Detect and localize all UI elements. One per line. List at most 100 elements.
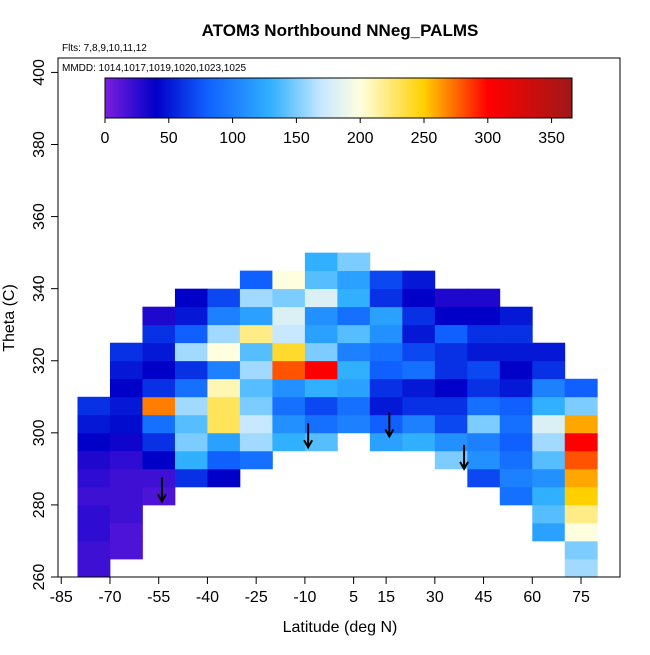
chart-title: ATOM3 Northbound NNeg_PALMS (202, 21, 479, 40)
heatmap-cell (142, 324, 176, 344)
heatmap-cell (434, 432, 468, 452)
heatmap-cell (532, 396, 566, 416)
x-tick-label: 5 (349, 589, 358, 606)
heatmap-cell (174, 450, 208, 470)
heatmap-cell (77, 432, 111, 452)
heatmap-cell (402, 360, 436, 380)
x-axis-label: Latitude (deg N) (283, 619, 398, 636)
heatmap-cell (239, 342, 273, 362)
heatmap-cell (239, 432, 273, 452)
heatmap-cell (272, 288, 306, 308)
heatmap-cell (369, 378, 403, 398)
heatmap-cell (239, 378, 273, 398)
heatmap-cell (337, 396, 371, 416)
x-tick-label: 30 (426, 589, 444, 606)
heatmap-cell (564, 504, 598, 524)
heatmap-cell (304, 342, 338, 362)
heatmap-cell (532, 468, 566, 488)
heatmap-cell (109, 414, 143, 434)
heatmap-cell (272, 432, 306, 452)
heatmap-cell (337, 414, 371, 434)
heatmap-cell (304, 378, 338, 398)
colorbar-tick-label: 50 (160, 130, 178, 147)
y-tick-label: 320 (31, 347, 48, 374)
y-tick-label: 280 (31, 491, 48, 518)
colorbar-tick-label: 300 (474, 130, 501, 147)
heatmap-cell (402, 396, 436, 416)
heatmap-cell (499, 486, 533, 506)
heatmap-cell (272, 396, 306, 416)
heatmap-cell (109, 360, 143, 380)
heatmap-cell (239, 414, 273, 434)
heatmap-cell (337, 360, 371, 380)
heatmap-cell (239, 288, 273, 308)
heatmap-cell (77, 558, 111, 578)
heatmap-cell (207, 468, 241, 488)
heatmap-cell (532, 432, 566, 452)
x-tick-label: -25 (245, 589, 268, 606)
heatmap-cell (142, 450, 176, 470)
heatmap-cell (239, 450, 273, 470)
heatmap-cell (564, 558, 598, 578)
heatmap-cell (207, 396, 241, 416)
heatmap-cell (467, 396, 501, 416)
heatmap-cell (174, 396, 208, 416)
heatmap-cell (272, 306, 306, 326)
heatmap-cell (434, 306, 468, 326)
subtitle: Flts: 7,8,9,10,11,12 (62, 43, 147, 54)
x-tick-label: -40 (196, 589, 219, 606)
arrow-marker (384, 412, 395, 439)
heatmap-cell (77, 396, 111, 416)
heatmap-cell (402, 288, 436, 308)
heatmap-cell (174, 360, 208, 380)
arrow-marker (157, 477, 167, 504)
heatmap-cell (304, 432, 338, 452)
heatmap-cell (142, 414, 176, 434)
heatmap-cell (434, 342, 468, 362)
heatmap-cell (499, 450, 533, 470)
x-tick-label: -85 (50, 589, 73, 606)
heatmap-cell (77, 414, 111, 434)
heatmap-cell (272, 342, 306, 362)
heatmap-cell (369, 306, 403, 326)
heatmap-cell (77, 450, 111, 470)
heatmap-cell (467, 360, 501, 380)
heatmap-cell (207, 324, 241, 344)
y-tick-label: 340 (31, 275, 48, 302)
heatmap-cell (499, 468, 533, 488)
heatmap-cell (304, 414, 338, 434)
heatmap-cell (304, 324, 338, 344)
arrow-marker (459, 444, 469, 471)
heatmap-cell (337, 378, 371, 398)
heatmap-cell (337, 288, 371, 308)
colorbar-tick-label: 200 (347, 130, 374, 147)
annotation: MMDD: 1014,1017,1019,1020,1023,1025 (62, 63, 246, 74)
colorbar-tick-label: 250 (411, 130, 438, 147)
heatmap-cell (499, 414, 533, 434)
x-tick-label: -70 (98, 589, 121, 606)
heatmap-cell (467, 414, 501, 434)
heatmap-cell (499, 342, 533, 362)
x-tick-label: 60 (523, 589, 541, 606)
heatmap-cell (499, 396, 533, 416)
colorbar (104, 77, 573, 119)
heatmap-cell (369, 324, 403, 344)
arrow-marker (303, 423, 314, 450)
heatmap-cell (467, 342, 501, 362)
heatmap-cell (499, 306, 533, 326)
heatmap-cell (564, 396, 598, 416)
heatmap-cell (564, 468, 598, 488)
heatmap-cell (434, 324, 468, 344)
heatmap (77, 252, 598, 578)
heatmap-cell (369, 396, 403, 416)
heatmap-cell (532, 522, 566, 542)
heatmap-cell (369, 360, 403, 380)
heatmap-cell (564, 378, 598, 398)
heatmap-cell (337, 270, 371, 290)
heatmap-cell (109, 504, 143, 524)
heatmap-cell (272, 360, 306, 380)
x-tick-label: 15 (377, 589, 395, 606)
heatmap-cell (174, 414, 208, 434)
